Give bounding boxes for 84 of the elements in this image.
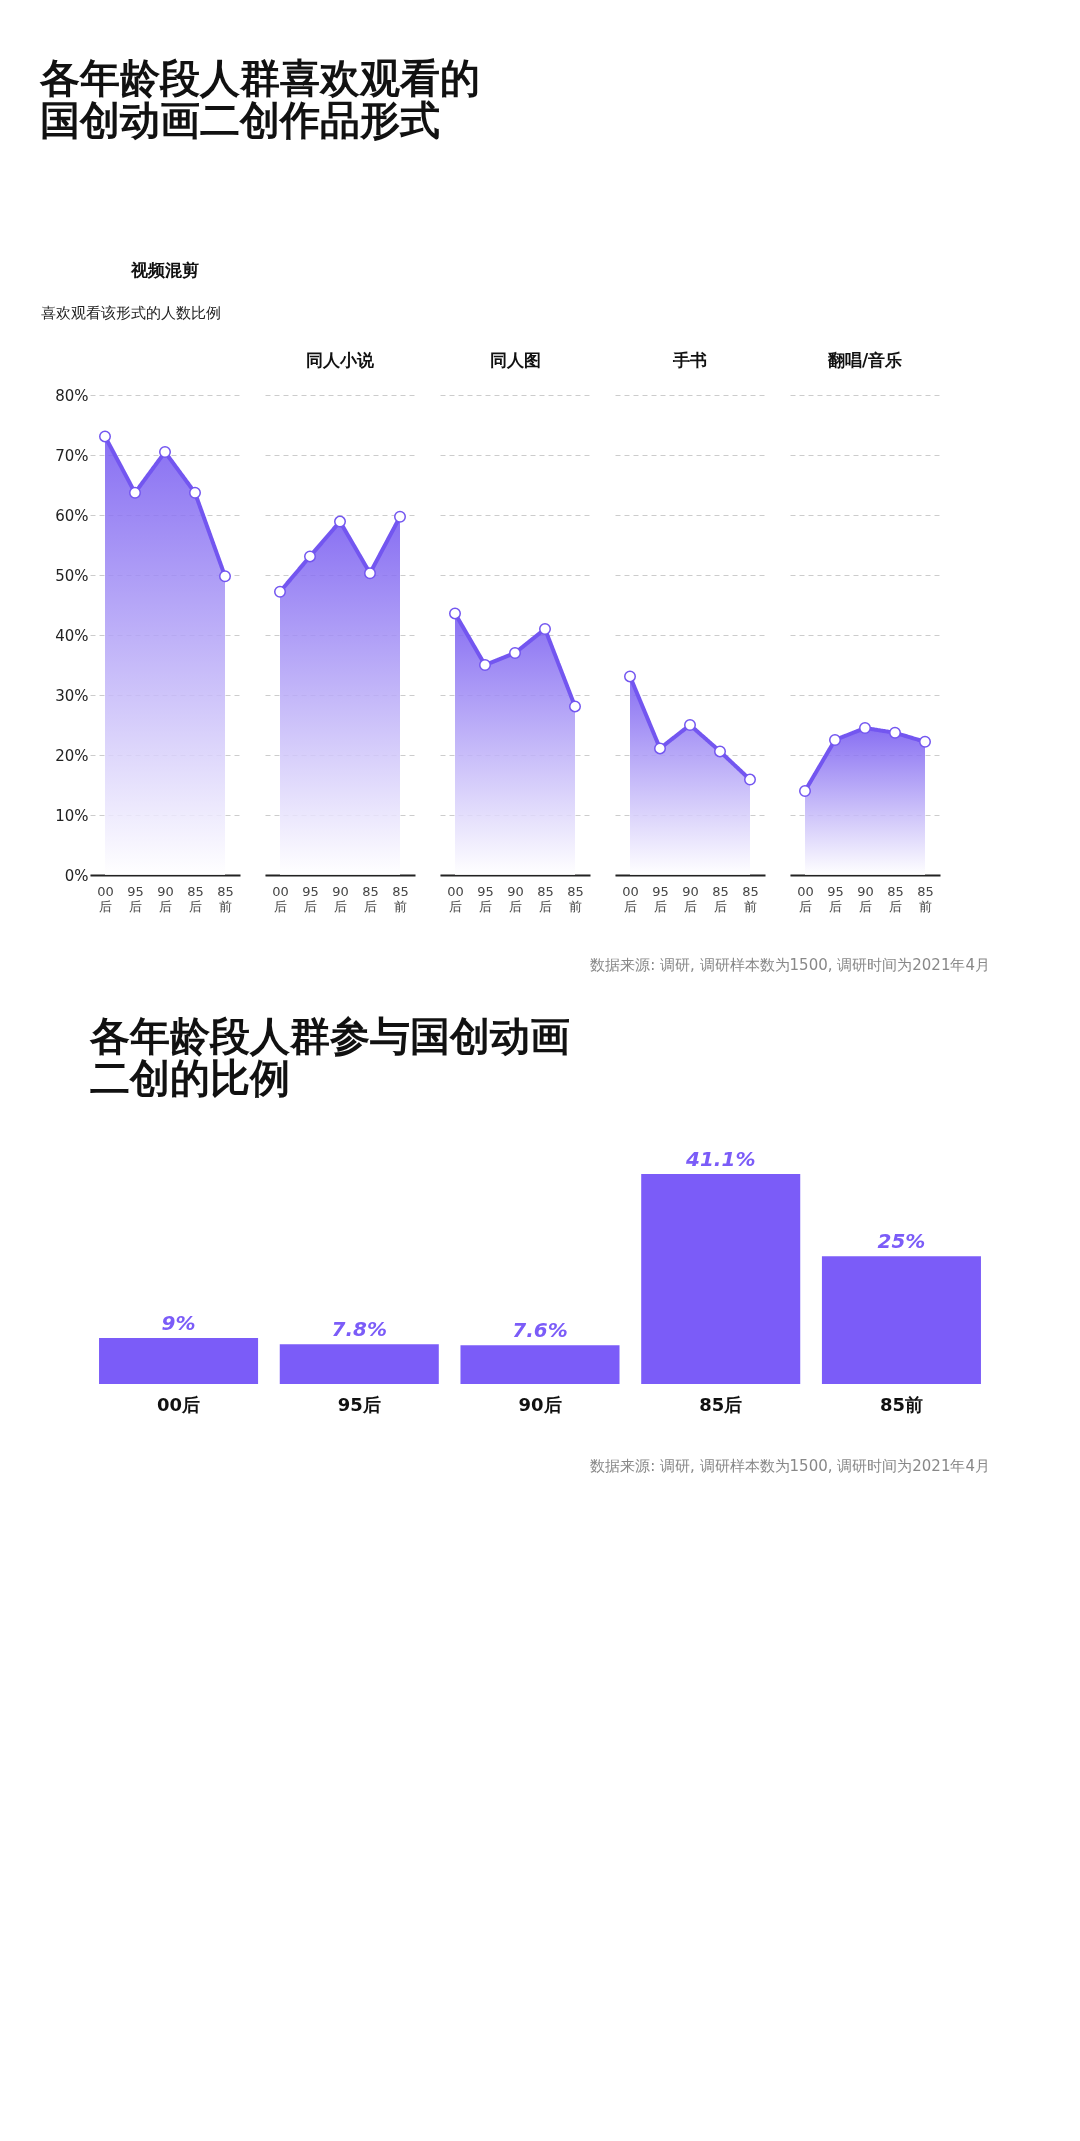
x-tick-label: 00后 <box>157 1393 201 1415</box>
point <box>99 430 111 443</box>
source-note: 数据来源: 调研, 调研样本数为1500, 调研时间为2021年4月 <box>590 1457 990 1475</box>
data-label: 9% <box>161 1311 196 1335</box>
x-tick-label: 85后 <box>887 883 904 914</box>
y-tick-label: 60% <box>55 506 89 525</box>
point <box>364 567 376 580</box>
point <box>539 623 551 635</box>
bar <box>99 1338 259 1384</box>
y-tick-label: 20% <box>55 746 89 765</box>
x-tick-label: 85前 <box>917 883 934 914</box>
data-label: 7.8% <box>331 1317 388 1342</box>
x-tick-label: 00后 <box>622 883 639 914</box>
y-axis-title: 喜欢观看该形式的人数比例 <box>40 303 221 322</box>
point <box>189 486 201 499</box>
x-tick-label: 00后 <box>447 883 464 914</box>
x-tick-label: 85前 <box>567 883 584 914</box>
y-tick-label: 10% <box>55 806 89 825</box>
y-tick-label: 70% <box>55 446 89 465</box>
point <box>799 785 811 797</box>
point <box>129 486 141 499</box>
x-tick-label: 90后 <box>857 883 874 914</box>
point <box>889 726 901 739</box>
x-tick-label: 95后 <box>477 883 494 914</box>
chart-title: 视频混剪 <box>130 260 199 280</box>
data-label: 41.1% <box>685 1146 756 1171</box>
point <box>714 745 726 758</box>
point <box>394 510 406 523</box>
point <box>829 734 841 746</box>
y-tick-label: 80% <box>55 386 89 405</box>
bar <box>641 1173 801 1384</box>
x-tick-label: 85后 <box>537 883 554 914</box>
x-tick-label: 85后 <box>362 883 379 914</box>
point <box>654 742 666 755</box>
x-tick-label: 00后 <box>797 883 814 914</box>
bar <box>460 1345 620 1384</box>
point <box>509 647 521 659</box>
x-tick-label: 85后 <box>699 1393 743 1415</box>
point <box>684 719 696 731</box>
x-tick-label: 90后 <box>507 883 524 914</box>
point <box>219 570 231 583</box>
x-tick-label: 85后 <box>712 883 729 914</box>
y-tick-label: 40% <box>55 626 89 645</box>
x-tick-label: 90后 <box>332 883 349 914</box>
text: 各年龄段人群喜欢观看的国创动画二创作品形式 <box>39 55 480 143</box>
data-label: 7.6% <box>512 1318 568 1343</box>
bar <box>821 1256 981 1384</box>
x-tick-label: 85前 <box>742 883 759 914</box>
x-tick-label: 95后 <box>302 883 319 914</box>
x-tick-label: 95后 <box>337 1393 381 1415</box>
x-tick-label: 90后 <box>157 883 174 914</box>
point <box>449 607 461 620</box>
x-tick-label: 00后 <box>272 883 289 914</box>
y-tick-label: 50% <box>55 566 89 585</box>
chart-title: 翻唱/音乐 <box>826 350 903 370</box>
y-tick-label: 30% <box>55 686 89 705</box>
point <box>919 735 931 748</box>
x-tick-label: 85前 <box>392 883 409 914</box>
x-tick-label: 95后 <box>827 883 844 914</box>
point <box>159 446 171 458</box>
x-tick-label: 85前 <box>217 883 234 914</box>
x-tick-label: 90后 <box>518 1393 562 1415</box>
x-tick-label: 95后 <box>652 883 669 914</box>
point <box>859 722 871 734</box>
point <box>744 773 756 786</box>
y-tick-label: 0% <box>64 866 89 885</box>
point <box>569 700 581 713</box>
x-tick-label: 90后 <box>682 883 699 914</box>
point <box>479 659 491 671</box>
point <box>624 670 636 683</box>
point <box>334 515 346 528</box>
bar <box>279 1344 439 1384</box>
x-tick-label: 85前 <box>879 1393 923 1415</box>
source-note: 数据来源: 调研, 调研样本数为1500, 调研时间为2021年4月 <box>590 956 990 974</box>
point <box>274 585 286 598</box>
x-tick-label: 85后 <box>187 883 204 914</box>
chart-title: 各年龄段人群参与国创动画二创的比例 <box>89 1012 570 1101</box>
chart-title: 手书 <box>672 350 707 370</box>
point <box>304 550 316 563</box>
chart-title: 同人图 <box>489 350 541 370</box>
chart-title: 同人小说 <box>306 350 375 370</box>
x-tick-label: 95后 <box>127 883 144 914</box>
data-label: 25% <box>877 1229 926 1254</box>
x-tick-label: 00后 <box>97 883 114 914</box>
